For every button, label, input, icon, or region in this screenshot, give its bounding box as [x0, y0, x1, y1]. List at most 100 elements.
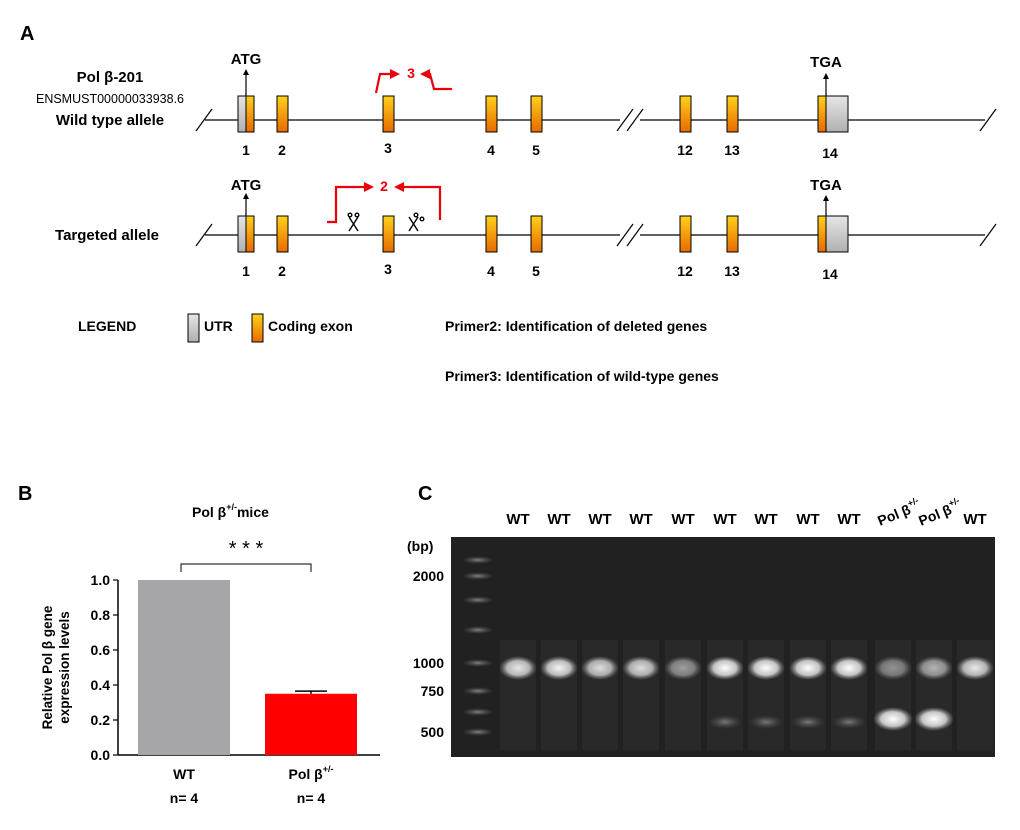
- wt-exon-number: 2: [278, 142, 286, 158]
- tg-stop-codon: TGA: [810, 177, 842, 194]
- tg-exon-13: [726, 215, 739, 253]
- targeted-allele-label: Targeted allele: [55, 227, 159, 244]
- y-tick-label: 0.4: [91, 677, 111, 693]
- x-category-n: n= 4: [170, 790, 199, 806]
- targeted-exons: [237, 215, 849, 253]
- ladder-band: [462, 596, 494, 604]
- panel-c: C (bp) 2000 1000 750 500 WT WT WT WT WT WT WT WT WT…: [407, 483, 995, 757]
- lane-label: WT: [713, 511, 736, 528]
- ladder-label: 1000: [413, 655, 444, 671]
- y-tick-label: 0.6: [91, 642, 111, 658]
- wt-isoform-label: Pol β-201: [77, 69, 144, 86]
- primer-2-label: 2: [380, 178, 388, 194]
- legend-utr-swatch: [187, 313, 200, 343]
- tg-exon-3: [382, 215, 395, 253]
- wt-exon-1-coding: [245, 95, 255, 133]
- panel-a-label: A: [20, 23, 34, 45]
- x-category-label: Pol β+/-: [289, 764, 334, 782]
- lane-band-faint: [749, 715, 783, 729]
- wt-gene-line: [195, 108, 997, 132]
- significance-stars: * * *: [229, 538, 264, 560]
- wt-exon-14-utr: [825, 95, 849, 133]
- panel-b-label: B: [18, 483, 32, 505]
- ladder-band: [462, 659, 494, 667]
- legend-title: LEGEND: [78, 318, 136, 334]
- legend-primer2: Primer2: Identification of deleted genes: [445, 318, 707, 334]
- wt-exon-13: [726, 95, 739, 133]
- tg-exon-numbers: 1 2 3 4 5 12 13 14: [242, 261, 838, 282]
- lane-band-upper: [789, 656, 827, 680]
- lane-band-upper: [915, 656, 953, 680]
- primer-3: [374, 69, 452, 94]
- lane-label: WT: [837, 511, 860, 528]
- legend-coding-label: Coding exon: [268, 318, 353, 334]
- lane-band-upper: [830, 656, 868, 680]
- x-category-n: n= 4: [297, 790, 326, 806]
- tg-exon-2: [276, 215, 289, 253]
- lane-label: WT: [506, 511, 529, 528]
- bar: [265, 693, 357, 755]
- panel-b: B Pol β+/-mice * * * 0.00.20.40.60.81.0R…: [18, 483, 380, 806]
- lane-label: WT: [629, 511, 652, 528]
- bar: [138, 580, 230, 755]
- gel-unit-label: (bp): [407, 538, 433, 554]
- panel-b-title-main: Pol β: [192, 504, 227, 520]
- tg-exon-5: [530, 215, 543, 253]
- ladder-label: 2000: [413, 568, 444, 584]
- lane-band-upper: [622, 656, 660, 680]
- panel-c-label: C: [418, 483, 432, 505]
- tg-exon-number: 2: [278, 263, 286, 279]
- ladder-labels: 2000 1000 750 500: [413, 568, 444, 740]
- legend: LEGEND UTR Coding exon Primer2: Identifi…: [78, 313, 719, 384]
- ladder-bands: [462, 556, 494, 736]
- tg-start-codon: ATG: [231, 177, 262, 194]
- gel-lanes: [499, 640, 994, 750]
- y-tick-label: 1.0: [91, 572, 111, 588]
- lane-band-upper: [664, 656, 702, 680]
- wt-exon-number: 13: [724, 142, 740, 158]
- primer-2: [327, 182, 442, 224]
- wt-exon-number: 12: [677, 142, 693, 158]
- tg-exon-14-utr: [825, 215, 849, 253]
- targeted-gene-line: [195, 223, 997, 247]
- lane-label: WT: [796, 511, 819, 528]
- legend-coding-swatch: [251, 313, 264, 343]
- lane-band-faint: [708, 715, 742, 729]
- tg-exon-number: 13: [724, 263, 740, 279]
- tg-exon-number: 12: [677, 263, 693, 279]
- lane-labels: WT WT WT WT WT WT WT WT WT Pol β+/-Pol β+/-WT: [506, 495, 986, 529]
- legend-utr-label: UTR: [204, 318, 233, 334]
- wt-exon-14-coding: [817, 95, 827, 133]
- legend-primer3: Primer3: Identification of wild-type gen…: [445, 368, 719, 384]
- lane-label: WT: [671, 511, 694, 528]
- y-axis-label-line1: Relative Pol β gene: [40, 605, 55, 729]
- wt-accession-label: ENSMUST00000033938.6: [36, 92, 184, 106]
- wt-start-codon: ATG: [231, 51, 262, 68]
- lane-band-faint: [791, 715, 825, 729]
- ladder-label: 750: [421, 683, 445, 699]
- x-category-label: WT: [173, 766, 195, 782]
- wt-exon-number: 3: [384, 140, 392, 156]
- lane-label: WT: [754, 511, 777, 528]
- lane-label: WT: [588, 511, 611, 528]
- y-tick-label: 0.0: [91, 747, 111, 763]
- lane-band-upper: [540, 656, 578, 680]
- lane-label: Pol β+/-: [874, 495, 922, 529]
- lane-band-upper: [747, 656, 785, 680]
- wt-exon-number: 5: [532, 142, 540, 158]
- lane-band-upper: [499, 656, 537, 680]
- y-axis-label: Relative Pol β gene expression levels: [40, 605, 72, 729]
- wt-exon-1-utr: [237, 95, 247, 133]
- wt-exon-5: [530, 95, 543, 133]
- ladder-band: [462, 728, 494, 736]
- wt-exon-number: 4: [487, 142, 495, 158]
- y-axis-label-line2: expression levels: [57, 611, 72, 724]
- tg-exon-14-coding: [817, 215, 827, 253]
- tg-exon-number: 1: [242, 263, 250, 279]
- scissors-icon: [408, 212, 425, 232]
- ladder-band: [462, 572, 494, 580]
- lane-label: Pol β+/-: [915, 495, 963, 529]
- wt-allele-label: Wild type allele: [56, 112, 164, 129]
- panel-b-title: Pol β+/-mice: [192, 502, 269, 520]
- tg-exon-number: 14: [822, 266, 838, 282]
